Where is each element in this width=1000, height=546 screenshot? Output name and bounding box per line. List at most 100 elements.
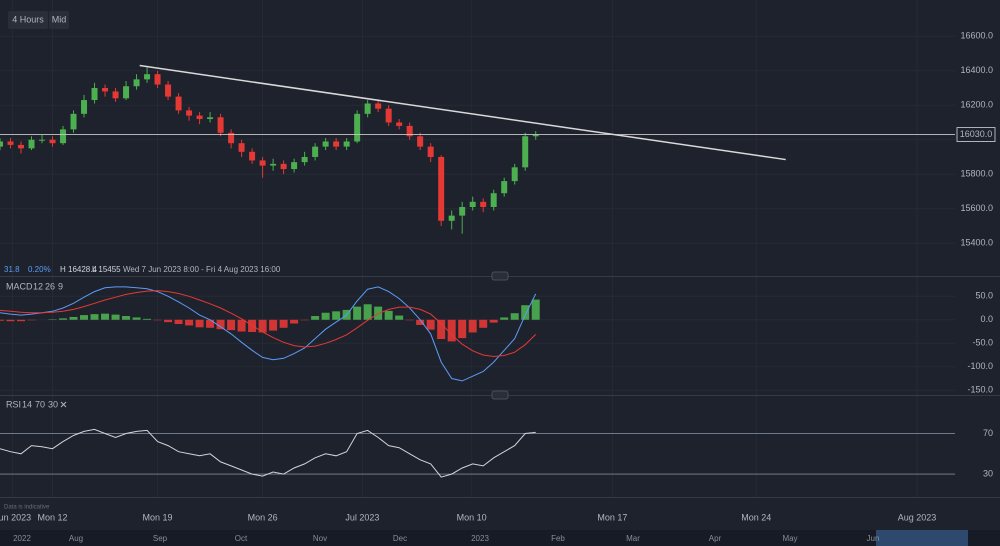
interval-button[interactable] <box>8 11 48 29</box>
histogram-bar <box>101 313 110 320</box>
histogram-bar <box>290 319 299 324</box>
x-tick-label: Mon 26 <box>248 512 278 522</box>
candle-body <box>154 74 161 85</box>
candle-body <box>322 141 329 147</box>
price-type-label[interactable]: Mid <box>52 14 67 24</box>
histogram-bar <box>185 319 194 326</box>
indicator-line <box>0 290 537 358</box>
candle-body <box>196 115 203 120</box>
change-pct: 0.20% <box>28 265 51 274</box>
candle-body <box>39 139 46 141</box>
histogram-bar <box>80 315 89 320</box>
candle-body <box>291 162 298 170</box>
close-icon[interactable] <box>60 401 67 408</box>
candle-body <box>522 136 529 168</box>
histogram-bar <box>195 319 204 328</box>
candle-body <box>102 87 109 92</box>
candle-body <box>501 181 508 194</box>
y-tick-label: 30 <box>983 468 993 478</box>
y-tick-label: 15800.0 <box>960 169 993 179</box>
candle-body <box>406 125 413 137</box>
histogram-bar <box>164 319 173 323</box>
navigator-label: Feb <box>551 534 565 543</box>
candle-body <box>417 136 424 147</box>
candle-body <box>354 113 361 142</box>
rsi-param: 30 <box>48 399 58 409</box>
navigator-label: Dec <box>393 534 407 543</box>
rsi-title: RSI <box>6 399 21 409</box>
y-tick-label: 15400.0 <box>960 238 993 248</box>
x-tick-label: Mon 10 <box>457 512 487 522</box>
navigator-labels: 2022 Aug Sep Oct Nov Dec 2023 Feb Mar Apr May Jun <box>13 534 879 543</box>
candle-body <box>511 167 518 182</box>
candle-body <box>28 139 35 149</box>
navigator[interactable] <box>0 530 1000 546</box>
candle-body <box>396 122 403 126</box>
y-tick-label: -50.0 <box>972 338 993 348</box>
histogram-bar <box>510 313 519 320</box>
candle-body <box>238 143 245 152</box>
histogram-bar <box>206 319 215 328</box>
y-tick-label: 16600.0 <box>960 31 993 41</box>
candle-body <box>364 103 371 114</box>
histogram-bar <box>447 319 456 342</box>
histogram-bar <box>395 315 404 320</box>
histogram-bar <box>111 314 120 320</box>
histogram-bar <box>468 319 477 333</box>
histogram-bar <box>90 314 99 320</box>
candle-body <box>207 117 214 120</box>
candle-body <box>385 108 392 123</box>
rsi-param: 14 <box>22 399 32 409</box>
x-tick-label: Mon 24 <box>741 512 771 522</box>
navigator-label: Nov <box>313 534 327 543</box>
navigator-label: Sep <box>153 534 168 543</box>
x-tick-label: Jul 2023 <box>345 512 379 522</box>
y-tick-label: 16400.0 <box>960 65 993 75</box>
change: 31.8 <box>4 265 20 274</box>
histogram-bar <box>174 319 183 325</box>
histogram-bar <box>384 310 393 320</box>
histogram-bar <box>521 305 530 320</box>
candle-body <box>333 141 340 147</box>
candle-body <box>165 84 172 97</box>
histogram-bar <box>227 319 236 331</box>
histogram-bar <box>279 319 288 328</box>
last-price-label: 16030.0 <box>960 129 993 139</box>
candle-body <box>49 139 56 144</box>
candle-body <box>301 156 308 163</box>
candle-body <box>375 103 382 109</box>
session-low: L 15455 <box>92 265 121 274</box>
footnote: Data is indicative <box>4 505 50 511</box>
macd-title: MACD <box>6 281 33 291</box>
candle-body <box>81 100 88 114</box>
interval-label[interactable]: 4 Hours <box>12 14 44 24</box>
navigator-label: Apr <box>709 534 722 543</box>
candle-body <box>228 132 235 144</box>
navigator-label: Oct <box>235 534 248 543</box>
x-tick-label: Mon 19 <box>143 512 173 522</box>
navigator-label: Jun <box>867 534 880 543</box>
y-tick-label: 70 <box>983 428 993 438</box>
histogram-bar <box>426 319 435 330</box>
y-tick-label: -100.0 <box>967 361 993 371</box>
histogram-bar <box>269 319 278 331</box>
navigator-label: Mar <box>626 534 640 543</box>
candle-body <box>186 110 193 116</box>
y-tick-label: 50.0 <box>975 291 993 301</box>
resize-handle[interactable] <box>491 271 509 281</box>
y-tick-label: 15600.0 <box>960 203 993 213</box>
histogram-bar <box>143 318 152 320</box>
candle-body <box>18 144 25 149</box>
rsi-line <box>0 428 536 478</box>
resize-handle[interactable] <box>491 390 509 400</box>
price-type-button[interactable] <box>49 11 69 29</box>
rsi-param: 70 <box>35 399 45 409</box>
candle-body <box>427 146 434 157</box>
candle-body <box>259 160 266 166</box>
histogram-bar <box>353 306 362 320</box>
navigator-window[interactable] <box>876 530 968 546</box>
candle-body <box>217 117 224 133</box>
histogram-bar <box>479 319 488 328</box>
histogram-bar <box>6 319 15 322</box>
candle-body <box>175 96 182 111</box>
